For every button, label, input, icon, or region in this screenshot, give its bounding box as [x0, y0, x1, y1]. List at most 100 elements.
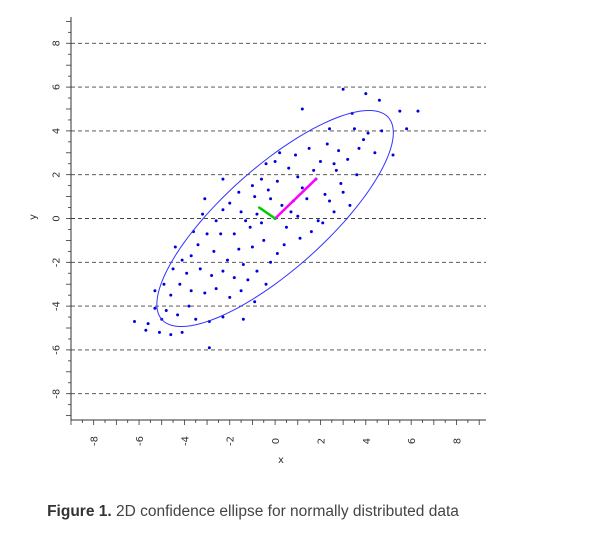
x-tick-label: 0 — [271, 438, 282, 444]
data-point — [339, 181, 343, 185]
figure-caption: Figure 1. 2D confidence ellipse for norm… — [0, 498, 506, 525]
x-tick-label: -8 — [90, 436, 101, 446]
axes: -8 -6 -4 -2 0 2 4 6 8 -8 -6 -4 -2 0 2 4 6 8 — [52, 17, 486, 446]
data-point — [228, 295, 232, 299]
y-tick-label: -4 — [52, 301, 63, 311]
data-point — [269, 260, 273, 264]
x-tick-label: 6 — [407, 438, 418, 444]
data-point — [214, 287, 218, 291]
grid-lines — [71, 42, 486, 395]
data-point — [341, 190, 345, 194]
data-point — [352, 127, 356, 131]
data-point — [185, 271, 189, 275]
data-point — [169, 293, 173, 297]
major-axis-vector — [273, 177, 318, 220]
data-point — [341, 87, 345, 91]
y-tick-label: 6 — [52, 84, 63, 90]
data-point — [241, 262, 245, 266]
data-point — [180, 258, 184, 262]
data-point — [232, 276, 236, 280]
data-point — [194, 317, 198, 321]
data-point — [287, 166, 291, 170]
data-point — [280, 203, 284, 207]
data-point — [259, 221, 263, 225]
data-point — [328, 199, 332, 203]
confidence-ellipse-group — [156, 109, 394, 328]
x-tick-label: 2 — [316, 438, 327, 444]
data-point — [300, 107, 304, 111]
data-point — [405, 127, 409, 131]
data-point — [259, 177, 263, 181]
data-point — [162, 282, 166, 286]
data-point — [255, 212, 259, 216]
data-point — [296, 175, 300, 179]
data-point — [207, 346, 211, 350]
data-point — [205, 232, 209, 236]
data-point — [237, 190, 241, 194]
data-points — [132, 87, 420, 350]
data-point — [203, 197, 207, 201]
data-point — [228, 201, 232, 205]
caption-text: 2D confidence ellipse for normally distr… — [111, 503, 459, 520]
data-point — [221, 315, 225, 319]
data-point — [153, 306, 157, 310]
data-point — [203, 291, 207, 295]
data-point — [144, 328, 148, 332]
data-point — [189, 289, 193, 293]
data-point — [275, 179, 279, 183]
data-point — [239, 210, 243, 214]
data-point — [178, 282, 182, 286]
data-point — [153, 289, 157, 293]
data-point — [282, 243, 286, 247]
data-point — [157, 330, 161, 334]
y-tick-label: 2 — [52, 172, 63, 178]
data-point — [246, 278, 250, 282]
x-tick-label: 4 — [362, 438, 373, 444]
minor-axis-vector — [257, 206, 277, 220]
data-point — [300, 186, 304, 190]
y-tick-label: 0 — [52, 215, 63, 221]
data-point — [237, 247, 241, 251]
data-point — [334, 168, 338, 172]
data-point — [325, 142, 329, 146]
data-point — [278, 151, 282, 155]
x-tick-label: -4 — [180, 436, 191, 446]
x-axis-label: x — [278, 455, 284, 466]
data-point — [219, 232, 223, 236]
data-point — [198, 267, 202, 271]
data-point — [391, 153, 395, 157]
data-point — [357, 146, 361, 150]
data-point — [362, 138, 366, 142]
data-point — [366, 131, 370, 135]
data-point — [146, 322, 150, 326]
data-point — [262, 238, 266, 242]
y-tick-label: -8 — [52, 389, 63, 399]
data-point — [169, 333, 173, 337]
data-point — [307, 146, 311, 150]
data-point — [253, 195, 257, 199]
data-point — [232, 232, 236, 236]
y-axis-label: y — [28, 214, 39, 220]
data-point — [332, 210, 336, 214]
confidence-ellipse — [156, 109, 394, 328]
data-point — [380, 129, 384, 133]
data-point — [416, 109, 420, 113]
data-point — [264, 282, 268, 286]
data-point — [173, 245, 177, 249]
data-point — [239, 289, 243, 293]
y-tick-label: -2 — [52, 257, 63, 267]
data-point — [337, 149, 341, 153]
data-point — [241, 317, 245, 321]
data-point — [180, 330, 184, 334]
data-point — [373, 151, 377, 155]
data-point — [266, 188, 270, 192]
data-point — [346, 157, 350, 161]
data-point — [214, 219, 218, 223]
scatter-chart: -8 -6 -4 -2 0 2 4 6 8 -8 -6 -4 -2 0 2 4 6 8 x y — [28, 17, 486, 466]
y-tick-label: 4 — [52, 128, 63, 134]
data-point — [212, 249, 216, 253]
data-point — [364, 92, 368, 96]
data-point — [328, 127, 332, 131]
data-point — [164, 308, 168, 312]
data-point — [221, 177, 225, 181]
